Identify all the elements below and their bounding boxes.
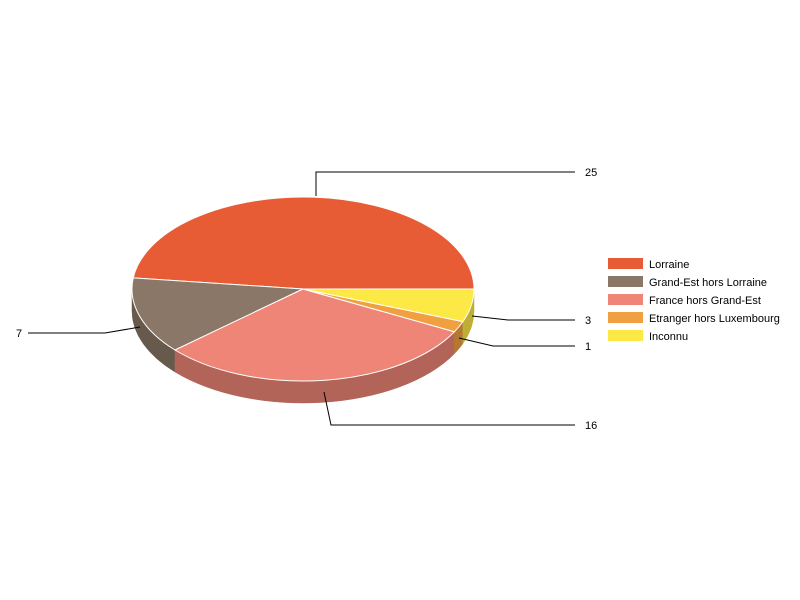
leader-line (315, 171, 575, 196)
leader-line (471, 315, 575, 321)
legend-swatch (608, 330, 643, 341)
legend-swatch (608, 312, 643, 323)
leader-line (323, 391, 575, 426)
legend-label: France hors Grand-Est (649, 295, 761, 307)
leader-line (28, 326, 141, 334)
data-label: 16 (585, 420, 597, 432)
data-label: 25 (585, 167, 597, 179)
pie-slices (131, 196, 475, 382)
pie-slice-inconnu[interactable] (302, 288, 475, 323)
data-label: 1 (585, 341, 591, 353)
pie-slice-grand-est-hors-lorraine[interactable] (131, 277, 305, 351)
legend-label: Etranger hors Luxembourg (649, 313, 780, 325)
legend-label: Inconnu (649, 331, 688, 343)
legend-label: Grand-Est hors Lorraine (649, 277, 767, 289)
data-labels: 25 7 16 1 3 (16, 167, 597, 432)
data-label: 7 (16, 328, 22, 340)
legend-label: Lorraine (649, 259, 689, 271)
pie-slice-lorraine[interactable] (132, 196, 475, 290)
leader-line (458, 337, 575, 347)
legend-swatch (608, 258, 643, 269)
legend-swatch (608, 276, 643, 287)
data-label: 3 (585, 315, 591, 327)
legend-swatch (608, 294, 643, 305)
pie-slice-france-hors-grand-est[interactable] (173, 288, 456, 382)
legend: Lorraine Grand-Est hors Lorraine France ho… (608, 258, 780, 343)
